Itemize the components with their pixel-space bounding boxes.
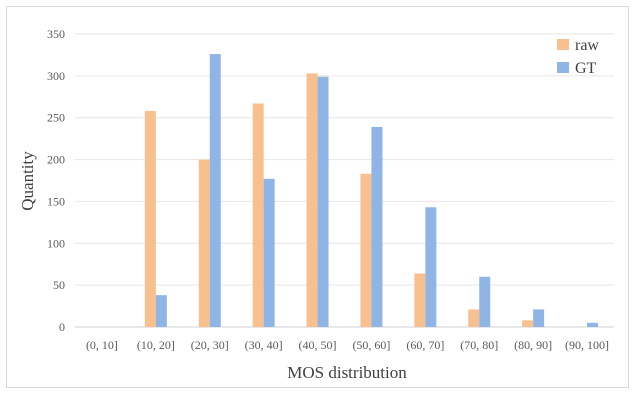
bar-gt-6 [425,207,437,327]
x-axis-title: MOS distribution [287,363,407,382]
x-tick-label: (80, 90] [514,338,552,352]
bar-raw-8 [522,320,534,327]
x-tick-labels: (0, 10] (10, 20] (20, 30] (30, 40] (40, 50] (… [86,338,609,352]
x-tick-label: (0, 10] [86,338,118,352]
y-tick-label: 250 [47,111,65,125]
y-tick-label: 50 [53,278,65,292]
bar-gt-7 [479,276,491,327]
x-tick-label: (60, 70] [406,338,444,352]
bar-gt-9 [587,322,599,327]
bars [144,54,599,328]
y-tick-label: 350 [47,27,65,41]
y-axis-title: Quantity [18,151,37,211]
legend-swatch-raw [557,39,569,50]
bar-raw-1 [144,111,156,327]
legend-label-raw: raw [575,37,599,54]
legend-swatch-gt [557,62,569,73]
legend-label-gt: GT [575,60,597,77]
bar-gt-1 [155,295,167,327]
y-tick-label: 300 [47,69,65,83]
x-tick-label: (50, 60] [352,338,390,352]
bar-raw-7 [468,309,480,327]
x-tick-label: (40, 50] [299,338,337,352]
x-tick-label: (20, 30] [191,338,229,352]
x-tick-label: (10, 20] [137,338,175,352]
y-tick-label: 100 [47,236,65,250]
x-tick-label: (30, 40] [245,338,283,352]
bar-raw-3 [252,103,264,328]
y-tick-label: 0 [59,320,65,334]
bar-gt-4 [317,76,329,328]
legend: raw GT [557,37,599,77]
bar-raw-5 [360,173,372,327]
y-tick-label: 200 [47,153,65,167]
bar-gt-8 [533,309,545,327]
bar-gt-3 [263,178,275,327]
x-tick-label: (70, 80] [460,338,498,352]
y-tick-labels: 0 50 100 150 200 250 300 350 [47,27,65,334]
bar-gt-5 [371,126,383,328]
y-tick-label: 150 [47,194,65,208]
x-tick-label: (90, 100] [565,338,609,352]
bar-raw-6 [414,273,426,327]
bar-gt-2 [209,54,221,327]
bar-raw-4 [306,73,318,328]
bar-raw-2 [198,159,210,327]
